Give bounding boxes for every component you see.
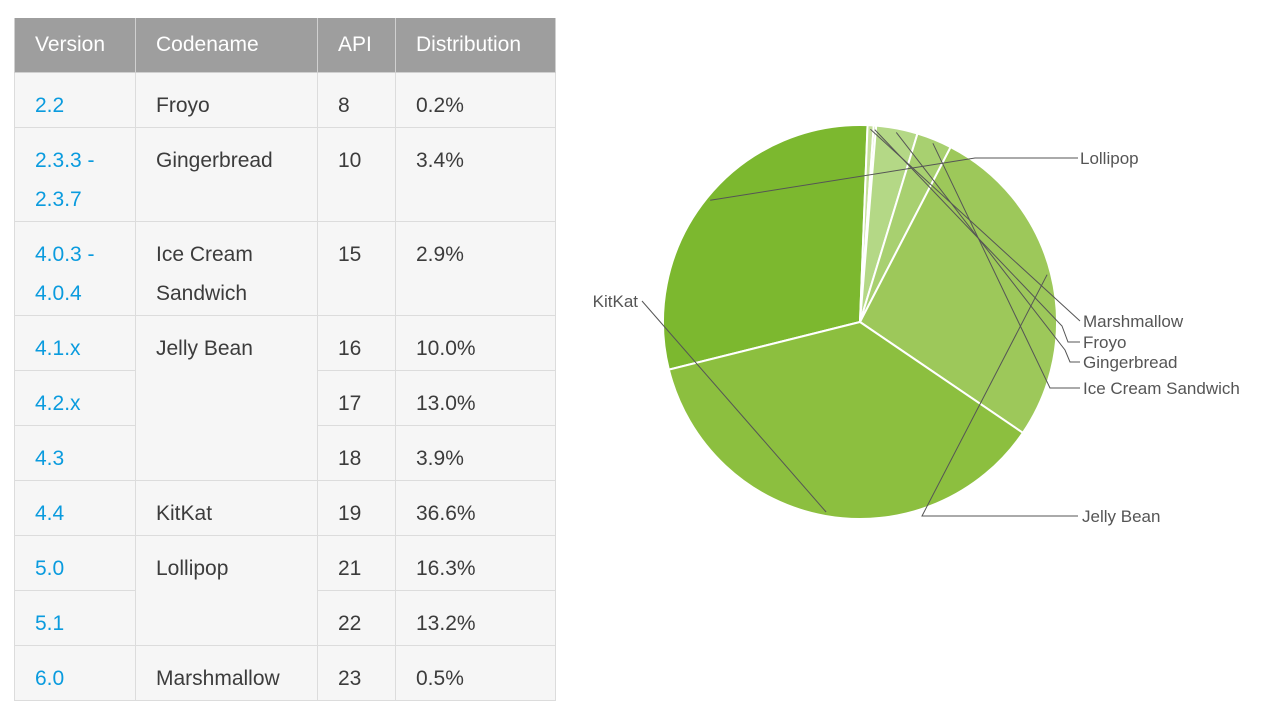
codename-cell: Marshmallow (135, 645, 318, 701)
api-cell: 22 (317, 590, 396, 646)
distribution-cell: 16.3% (395, 535, 556, 591)
codename-cell: Ice Cream Sandwich (135, 221, 318, 316)
version-link[interactable]: 4.3 (14, 425, 136, 481)
table-row: 2.2 Froyo 8 0.2% (14, 72, 556, 128)
codename-cell: KitKat (135, 480, 318, 536)
leader-line-jelly-bean (921, 274, 1078, 517)
distribution-cell: 10.0% (395, 315, 556, 371)
version-link[interactable]: 5.0 (14, 535, 136, 591)
slice-jelly-bean (858, 145, 1058, 435)
table-row: 4.2.x 17 13.0% (14, 370, 556, 426)
header-api: API (317, 18, 396, 73)
slice-label-jelly-bean: Jelly Bean (1082, 507, 1160, 526)
version-link[interactable]: 4.0.3 - 4.0.4 (14, 221, 136, 316)
table-row: 4.4 KitKat 19 36.6% (14, 480, 556, 536)
slice-kitkat (667, 320, 1025, 520)
version-link[interactable]: 6.0 (14, 645, 136, 701)
api-cell: 23 (317, 645, 396, 701)
header-codename: Codename (135, 18, 318, 73)
version-link[interactable]: 2.2 (14, 72, 136, 128)
codename-cell: Lollipop (135, 535, 318, 646)
table-row: 5.0 Lollipop 21 16.3% (14, 535, 556, 646)
distribution-cell: 0.5% (395, 645, 556, 701)
distribution-cell: 13.2% (395, 590, 556, 646)
table-header-row: Version Codename API Distribution (14, 18, 556, 73)
slice-label-lollipop: Lollipop (1080, 149, 1139, 168)
slice-label-kitkat: KitKat (593, 292, 639, 311)
api-cell: 10 (317, 127, 396, 222)
leader-line-froyo (874, 129, 1080, 343)
slice-label-marshmallow: Marshmallow (1083, 312, 1184, 331)
leader-line-ice-cream-sandwich (932, 143, 1080, 389)
leader-line-gingerbread (895, 132, 1080, 363)
codename-cell: Gingerbread (135, 127, 318, 222)
header-version: Version (14, 18, 136, 73)
table-row: 5.1 22 13.2% (14, 590, 556, 646)
api-cell: 19 (317, 480, 396, 536)
slice-label-gingerbread: Gingerbread (1083, 353, 1178, 372)
table-row: 6.0 Marshmallow 23 0.5% (14, 645, 556, 701)
codename-cell: Froyo (135, 72, 318, 128)
api-cell: 16 (317, 315, 396, 371)
distribution-table: Version Codename API Distribution 2.2 Fr… (14, 18, 556, 701)
table-row: 4.0.3 - 4.0.4 Ice Cream Sandwich 15 2.9% (14, 221, 556, 316)
api-cell: 8 (317, 72, 396, 128)
leader-line-kitkat (641, 300, 827, 513)
api-cell: 15 (317, 221, 396, 316)
distribution-cell: 3.4% (395, 127, 556, 222)
distribution-cell: 2.9% (395, 221, 556, 316)
api-cell: 21 (317, 535, 396, 591)
distribution-cell: 36.6% (395, 480, 556, 536)
header-distribution: Distribution (395, 18, 556, 73)
slice-label-ice-cream-sandwich: Ice Cream Sandwich (1083, 379, 1240, 398)
leader-line-lollipop (710, 157, 1078, 201)
api-cell: 17 (317, 370, 396, 426)
api-cell: 18 (317, 425, 396, 481)
version-link[interactable]: 4.2.x (14, 370, 136, 426)
version-link[interactable]: 5.1 (14, 590, 136, 646)
slice-label-froyo: Froyo (1083, 333, 1126, 352)
table-row: 4.1.x Jelly Bean 16 10.0% (14, 315, 556, 481)
table-row: 2.3.3 - 2.3.7 Gingerbread 10 3.4% (14, 127, 556, 222)
version-link[interactable]: 4.4 (14, 480, 136, 536)
version-link[interactable]: 4.1.x (14, 315, 136, 371)
pie-chart: Lollipop Marshmallow Froyo Gingerbread Ice C… (570, 0, 1280, 713)
distribution-cell: 0.2% (395, 72, 556, 128)
version-link[interactable]: 2.3.3 - 2.3.7 (14, 127, 136, 222)
table-row: 4.3 18 3.9% (14, 425, 556, 481)
distribution-cell: 3.9% (395, 425, 556, 481)
distribution-cell: 13.0% (395, 370, 556, 426)
codename-cell: Jelly Bean (135, 315, 318, 481)
